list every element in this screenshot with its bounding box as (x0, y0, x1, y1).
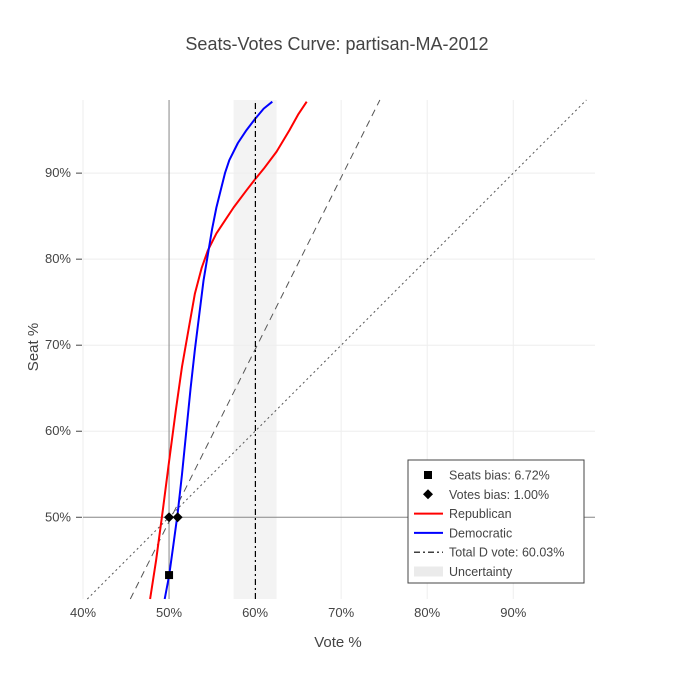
series-line-0 (149, 101, 308, 600)
x-tick-label: 40% (70, 605, 96, 620)
legend-box (407, 459, 585, 584)
y-tick-label: 60% (45, 423, 71, 438)
legend-band-symbol (414, 566, 443, 577)
legend-item: Democratic (414, 526, 512, 540)
y-tick-labels: 50% 60% 70% 80% 90% (45, 165, 82, 524)
legend-label: Uncertainty (449, 565, 513, 579)
x-tick-label: 60% (242, 605, 268, 620)
reference-line-dash (129, 99, 381, 600)
legend-item: Republican (414, 507, 512, 521)
legend-item: Votes bias: 1.00% (423, 488, 549, 502)
x-axis-title: Vote % (314, 634, 362, 651)
y-axis-title: Seat % (25, 323, 42, 371)
x-tick-labels: 40% 50% 60% 70% 80% 90% (70, 605, 527, 620)
plot-area (82, 99, 595, 600)
votes-bias-marker-1 (172, 512, 183, 523)
legend-item: Uncertainty (414, 565, 513, 579)
series-line-1 (163, 100, 273, 600)
x-tick-label: 50% (156, 605, 182, 620)
y-tick-label: 70% (45, 337, 71, 352)
y-tick-label: 90% (45, 165, 71, 180)
legend-item: Total D vote: 60.03% (414, 546, 564, 560)
seats-bias-marker (165, 571, 174, 580)
x-tick-label: 90% (500, 605, 526, 620)
legend-item: Seats bias: 6.72% (424, 469, 550, 483)
legend-label: Seats bias: 6.72% (449, 469, 550, 483)
legend-square-symbol (424, 471, 432, 479)
votes-bias-marker-0 (164, 512, 175, 523)
marker-layer (164, 512, 183, 580)
y-tick-label: 80% (45, 251, 71, 266)
chart-title: Seats-Votes Curve: partisan-MA-2012 (185, 34, 488, 54)
legend: Seats bias: 6.72% Votes bias: 1.00% Republ… (407, 459, 585, 584)
legend-label: Votes bias: 1.00% (449, 488, 549, 502)
x-tick-label: 70% (328, 605, 354, 620)
legend-label: Republican (449, 507, 512, 521)
legend-diamond-symbol (423, 489, 433, 500)
series-layer (149, 100, 308, 600)
legend-label: Total D vote: 60.03% (449, 546, 564, 560)
legend-label: Democratic (449, 526, 512, 540)
x-tick-label: 80% (414, 605, 440, 620)
reference-lines-layer (86, 99, 587, 600)
y-tick-label: 50% (45, 509, 71, 524)
